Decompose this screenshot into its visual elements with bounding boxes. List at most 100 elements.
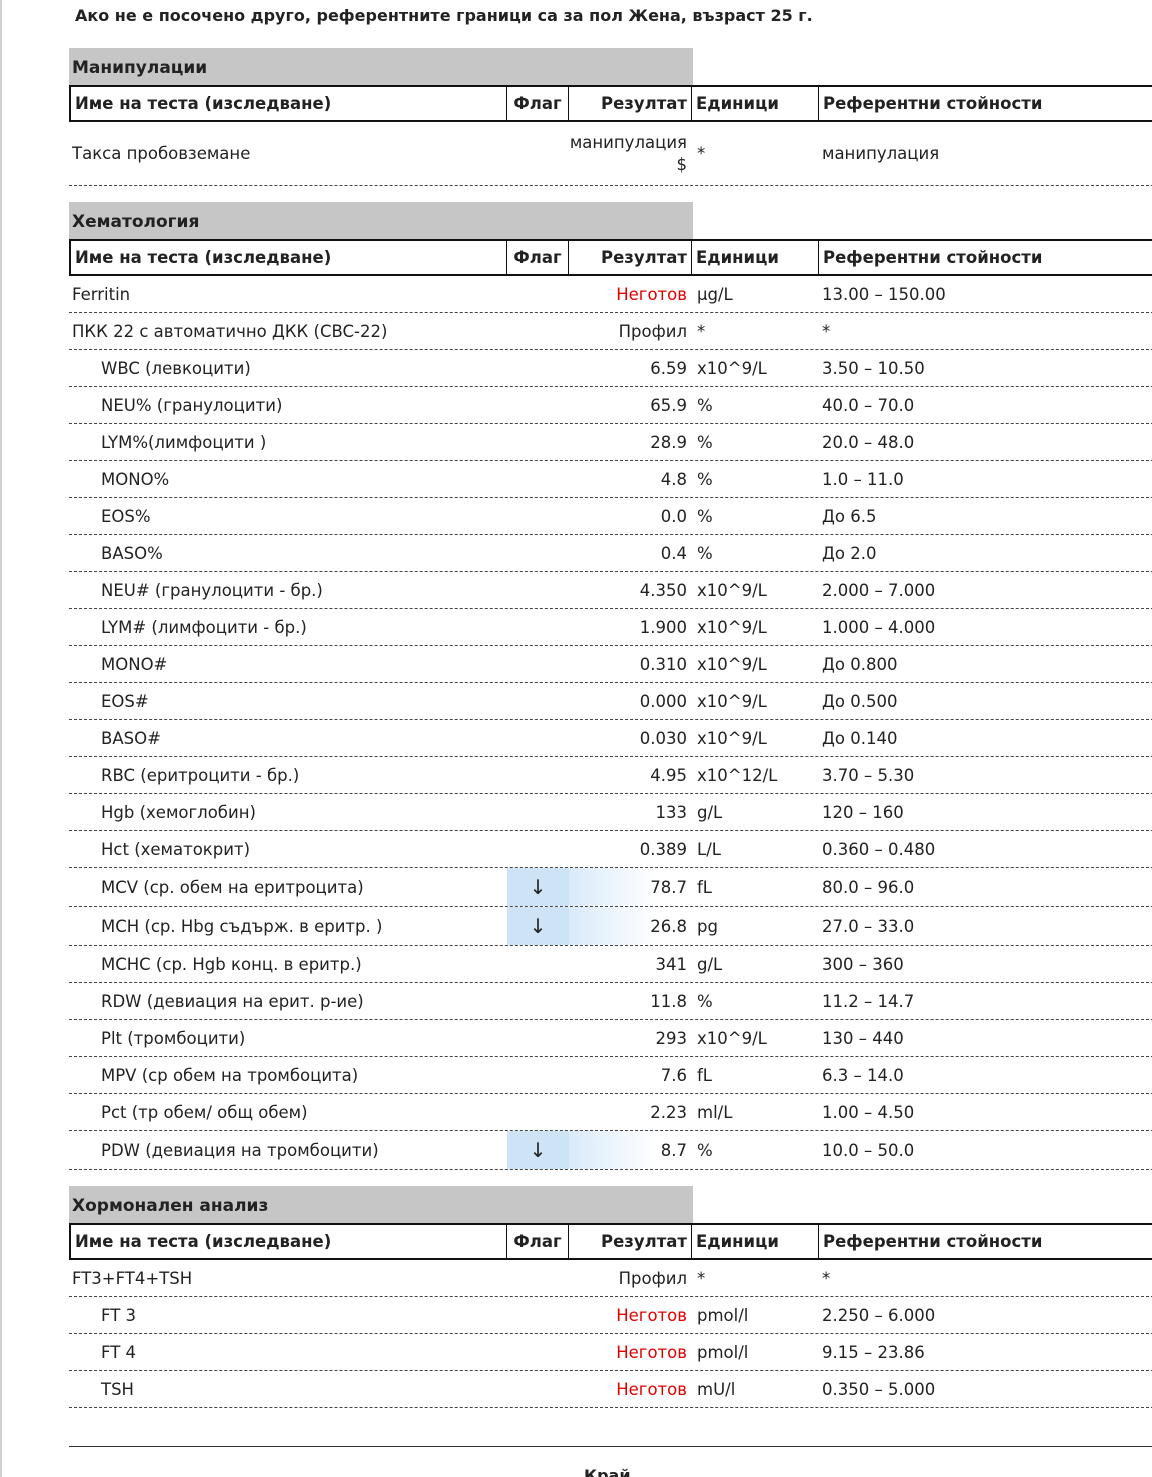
test-row: Pct (тр обем/ общ обем) 2.23 ml/L 1.00 – 4.…	[69, 1094, 1152, 1131]
test-name: FT 3	[101, 1305, 137, 1325]
units: %	[697, 991, 713, 1011]
test-row: EOS# 0.000 x10^9/L До 0.500	[69, 683, 1152, 720]
flag	[507, 683, 569, 719]
result: Неготов	[616, 1305, 687, 1325]
test-name: MONO%	[101, 469, 170, 489]
test-row: MCV (ср. обем на еритроцита) ↓ 78.7 fL 80.0 …	[69, 868, 1152, 907]
reference: 1.00 – 4.50	[822, 1102, 915, 1122]
col-units: Единици	[692, 241, 819, 275]
result: 0.0	[660, 506, 687, 526]
test-name: BASO%	[101, 543, 163, 563]
test-row: FT 4 Неготов pmol/l 9.15 – 23.86	[69, 1334, 1152, 1371]
test-row: EOS% 0.0% До 6.5	[69, 498, 1152, 535]
result: Неготов	[616, 284, 687, 304]
units: x10^9/L	[697, 691, 767, 711]
units: %	[697, 432, 713, 452]
reference: До 0.500	[822, 691, 898, 711]
test-name: PDW (девиация на тромбоцити)	[101, 1140, 379, 1160]
col-ref: Референтни стойности	[823, 248, 1043, 267]
test-name: Hct (хематокрит)	[101, 839, 251, 859]
units: pmol/l	[697, 1305, 749, 1325]
reference: До 0.800	[822, 654, 898, 674]
test-row: NEU% (гранулоцити) 65.9% 40.0 – 70.0	[69, 387, 1152, 424]
content: Манипулации Име на теста (изследване) Флаг…	[69, 48, 1152, 1424]
units: x10^9/L	[697, 358, 767, 378]
units: x10^9/L	[697, 728, 767, 748]
result: 78.7	[569, 868, 692, 906]
reference: 80.0 – 96.0	[822, 877, 915, 897]
units: %	[697, 506, 713, 526]
reference: 27.0 – 33.0	[822, 916, 915, 936]
test-row: LYM# (лимфоцити - бр.) 1.900 x10^9/L 1.000 …	[69, 609, 1152, 646]
test-row: MCH (ср. Hbg съдърж. в еритр. ) ↓ 26.8 pg 27…	[69, 907, 1152, 946]
units: %	[697, 395, 713, 415]
units: x10^9/L	[697, 654, 767, 674]
units: pg	[697, 916, 718, 936]
reference: *	[822, 1268, 831, 1288]
units: *	[697, 321, 706, 341]
result: 133	[655, 802, 688, 822]
test-name: MPV (ср обем на тромбоцита)	[101, 1065, 359, 1085]
result: манипулация $	[569, 132, 687, 174]
footer: Край	[584, 1466, 631, 1477]
reference: 6.3 – 14.0	[822, 1065, 904, 1085]
reference: 10.0 – 50.0	[822, 1140, 915, 1160]
test-name: MCH (ср. Hbg съдърж. в еритр. )	[101, 916, 383, 936]
test-row: Hgb (хемоглобин) 133 g/L 120 – 160	[69, 794, 1152, 831]
reference: До 0.140	[822, 728, 898, 748]
test-row: LYM%(лимфоцити ) 28.9% 20.0 – 48.0	[69, 424, 1152, 461]
test-name: BASO#	[101, 728, 161, 748]
units: x10^9/L	[697, 617, 767, 637]
test-name: MONO#	[101, 654, 168, 674]
flag	[507, 983, 569, 1019]
reference: 11.2 – 14.7	[822, 991, 915, 1011]
flag	[507, 757, 569, 793]
test-name: LYM# (лимфоцити - бр.)	[101, 617, 307, 637]
test-name: Такса пробовземане	[72, 144, 251, 163]
test-row: WBC (левкоцити) 6.59 x10^9/L 3.50 – 10.50	[69, 350, 1152, 387]
flag: ↓	[507, 1131, 569, 1169]
result: 26.8	[569, 907, 692, 945]
flag	[507, 1020, 569, 1056]
flag	[507, 535, 569, 571]
section: Хормонален анализ Име на теста (изследван…	[69, 1186, 1152, 1408]
result: Неготов	[616, 1342, 687, 1362]
units: %	[697, 469, 713, 489]
test-name: EOS#	[101, 691, 149, 711]
test-row: MPV (ср обем на тромбоцита) 7.6 fL 6.3 – 14…	[69, 1057, 1152, 1094]
flag	[507, 1260, 569, 1296]
test-name: TSH	[101, 1379, 134, 1399]
flag	[507, 1057, 569, 1093]
test-name: RDW (девиация на ерит. р-ие)	[101, 991, 364, 1011]
reference: манипулация	[822, 144, 940, 163]
test-row: Ferritin Неготов µg/L 13.00 – 150.00	[69, 276, 1152, 313]
reference: 2.250 – 6.000	[822, 1305, 936, 1325]
test-name: RBC (еритроцити - бр.)	[101, 765, 300, 785]
test-name: ПКК 22 с автоматично ДКК (CBC-22)	[72, 321, 388, 341]
test-row: FT3+FT4+TSH Профил * *	[69, 1260, 1152, 1297]
col-name: Име на теста (изследване)	[69, 241, 507, 275]
flag	[507, 720, 569, 756]
flag	[507, 276, 569, 312]
result: 0.030	[639, 728, 687, 748]
flag	[507, 831, 569, 867]
flag	[507, 1371, 569, 1407]
test-row: BASO# 0.030 x10^9/L До 0.140	[69, 720, 1152, 757]
result: 1.900	[639, 617, 687, 637]
col-flag: Флаг	[507, 87, 569, 121]
test-row: MONO% 4.8% 1.0 – 11.0	[69, 461, 1152, 498]
units: g/L	[697, 954, 723, 974]
test-name: LYM%(лимфоцити )	[101, 432, 267, 452]
section-title: Хематология	[69, 202, 693, 239]
end-line	[69, 1446, 1152, 1447]
test-row: Hct (хематокрит) 0.389 L/L 0.360 – 0.480	[69, 831, 1152, 868]
note: Ако не е посочено друго, референтните гр…	[75, 6, 813, 25]
reference: 300 – 360	[822, 954, 904, 974]
reference: 3.70 – 5.30	[822, 765, 915, 785]
flag	[507, 424, 569, 460]
units: g/L	[697, 802, 723, 822]
units: *	[697, 1268, 706, 1288]
result: 6.59	[650, 358, 687, 378]
